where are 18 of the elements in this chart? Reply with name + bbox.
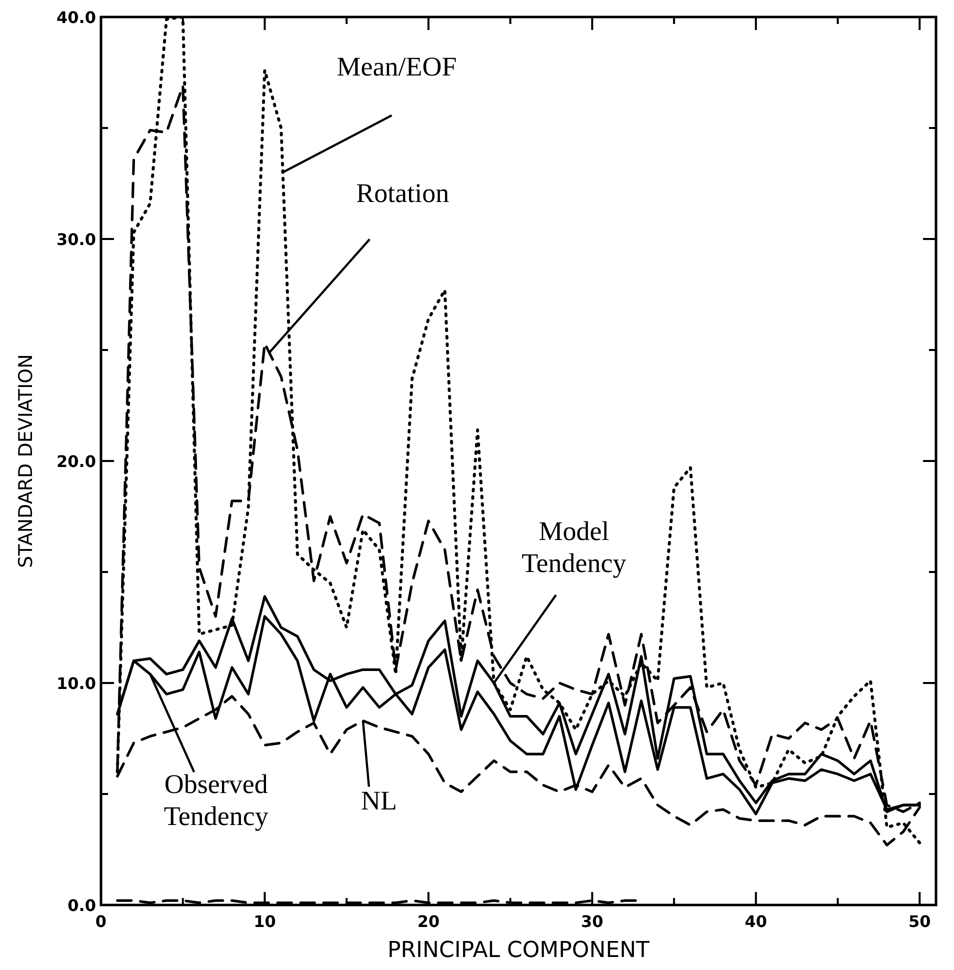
annotation: Mean/EOF <box>336 51 457 82</box>
x-tick-label: 50 <box>908 912 931 931</box>
y-tick-label: 10.0 <box>56 674 96 693</box>
annotation: Model Tendency <box>522 516 627 578</box>
annotation: NL <box>360 786 397 816</box>
x-tick-label: 0 <box>95 912 107 931</box>
x-tick-label: 10 <box>254 912 276 931</box>
y-axis-title: STANDARD DEVIATION <box>15 354 37 568</box>
x-axis-title: PRINCIPAL COMPONENT <box>387 938 650 963</box>
x-tick-label: 30 <box>581 912 604 931</box>
y-tick-label: 20.0 <box>56 452 96 471</box>
y-tick-label: 40.0 <box>56 8 96 27</box>
x-tick-label: 40 <box>744 912 768 931</box>
annotation: Rotation <box>356 178 450 208</box>
y-tick-label: 0.0 <box>68 896 96 915</box>
annotation: Observed Tendency <box>164 769 269 832</box>
y-tick-label: 30.0 <box>56 230 96 249</box>
x-tick-label: 20 <box>417 912 440 931</box>
